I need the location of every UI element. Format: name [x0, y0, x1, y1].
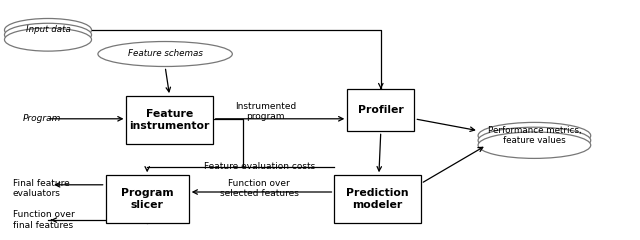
Ellipse shape	[4, 18, 92, 42]
Ellipse shape	[98, 42, 232, 66]
Text: Input data: Input data	[26, 25, 70, 35]
Ellipse shape	[4, 28, 92, 51]
Ellipse shape	[478, 127, 591, 154]
Text: Prediction
modeler: Prediction modeler	[346, 188, 409, 210]
Text: Function over
final features: Function over final features	[13, 210, 74, 230]
FancyBboxPatch shape	[347, 90, 415, 132]
Ellipse shape	[4, 23, 92, 46]
Text: Final feature
evaluators: Final feature evaluators	[13, 179, 70, 198]
FancyBboxPatch shape	[106, 175, 189, 223]
Text: Program: Program	[23, 114, 61, 123]
Ellipse shape	[478, 122, 591, 149]
FancyBboxPatch shape	[334, 175, 421, 223]
Text: Instrumented
program: Instrumented program	[235, 102, 296, 121]
Text: Program
slicer: Program slicer	[121, 188, 173, 210]
Text: Feature evaluation costs: Feature evaluation costs	[204, 162, 315, 171]
Text: Function over
selected features: Function over selected features	[220, 179, 299, 198]
Text: Feature
instrumentor: Feature instrumentor	[129, 109, 210, 131]
Ellipse shape	[478, 132, 591, 158]
Text: Performance metrics,
feature values: Performance metrics, feature values	[488, 126, 581, 145]
Text: Profiler: Profiler	[358, 105, 404, 115]
FancyBboxPatch shape	[127, 96, 212, 144]
Text: Feature schemas: Feature schemas	[128, 49, 202, 59]
